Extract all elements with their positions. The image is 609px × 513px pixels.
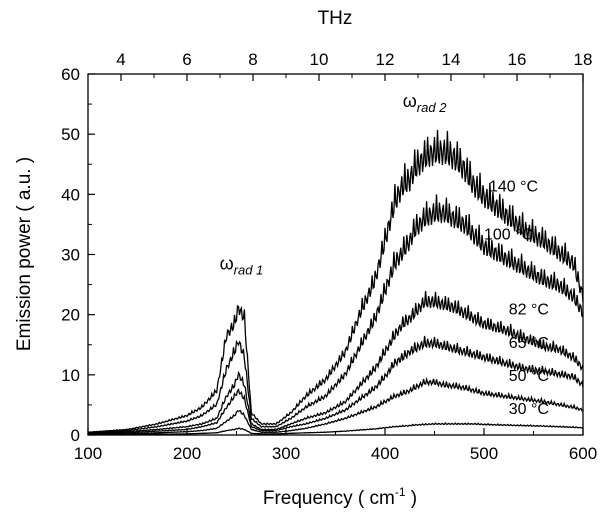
series-label: 140 °C <box>489 178 538 195</box>
x-axis-label: Frequency ( cm-1 ) <box>263 485 417 509</box>
top-tick-label: 18 <box>574 50 593 69</box>
top-tick-label: 12 <box>376 50 395 69</box>
peak-label-greek: ω <box>220 254 234 274</box>
peak-label-sub: rad 1 <box>234 263 264 278</box>
series-line <box>88 422 584 436</box>
series-label: 65 °C <box>509 335 549 352</box>
x-axis-label-end: ) <box>406 488 418 509</box>
top-tick-label: 14 <box>442 50 461 69</box>
y-axis-label: Emission power ( a.u. ) <box>14 157 35 351</box>
peak-label: ωrad 2 <box>403 91 447 115</box>
x-tick-label: 400 <box>371 444 399 463</box>
series-line <box>88 290 584 434</box>
y-tick-label: 20 <box>61 306 80 325</box>
top-axis-label: THz <box>318 8 353 29</box>
peak-label-sub: rad 2 <box>417 100 447 115</box>
x-axis-label-sup: -1 <box>395 485 406 499</box>
top-tick-label: 10 <box>310 50 329 69</box>
series-label: 30 °C <box>509 401 549 418</box>
peak-label-greek: ω <box>403 91 417 111</box>
series-line <box>87 194 584 434</box>
series-label: 100 °C <box>484 226 533 243</box>
x-tick-label: 600 <box>569 444 597 463</box>
peak-label: ωrad 1 <box>220 254 264 278</box>
series-line <box>87 376 584 436</box>
y-tick-label: 10 <box>61 366 80 385</box>
top-tick-label: 6 <box>182 50 191 69</box>
y-tick-label: 50 <box>61 125 80 144</box>
series-line <box>88 335 584 435</box>
y-tick-label: 60 <box>61 65 80 84</box>
x-tick-label: 200 <box>173 444 201 463</box>
top-tick-label: 8 <box>248 50 257 69</box>
top-tick-label: 16 <box>508 50 527 69</box>
x-tick-label: 500 <box>470 444 498 463</box>
top-tick-label: 4 <box>116 50 125 69</box>
x-tick-label: 100 <box>74 444 102 463</box>
y-tick-label: 30 <box>61 246 80 265</box>
series-lines <box>87 129 584 436</box>
y-tick-label: 40 <box>61 185 80 204</box>
series-line <box>87 129 584 433</box>
series-label: 50 °C <box>509 368 549 385</box>
y-tick-label: 0 <box>71 426 80 445</box>
x-tick-label: 300 <box>272 444 300 463</box>
tick-labels: 100 200 300 400 500 600 0 10 20 30 40 50 60 4 6 8 10 12 14… <box>61 50 597 463</box>
series-label: 82 °C <box>509 302 549 319</box>
x-axis-label-main: Frequency ( cm <box>263 488 395 509</box>
